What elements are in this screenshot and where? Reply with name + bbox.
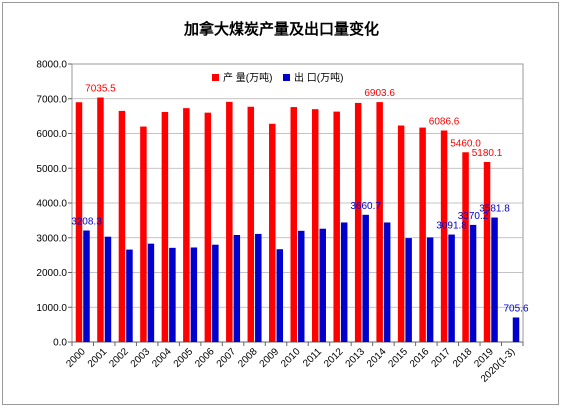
- bar-export: [83, 230, 90, 342]
- data-label-production: 6086.6: [429, 116, 460, 127]
- x-tick-label: 2005: [172, 346, 196, 370]
- data-label-export: 3660.7: [350, 201, 381, 212]
- bar-export: [147, 243, 155, 342]
- legend-label-production: 产 量(万吨): [223, 71, 272, 84]
- x-tick-label: 2003: [129, 346, 153, 370]
- bar-production: [333, 111, 340, 342]
- x-tick-label: 2001: [86, 346, 110, 370]
- bar-export: [319, 228, 326, 342]
- chart-title: 加拿大煤炭产量及出口量变化: [183, 20, 379, 38]
- data-label-export: 3091.8: [436, 221, 467, 232]
- bar-export: [255, 233, 262, 342]
- bar-production: [290, 107, 297, 342]
- x-tick-label: 2004: [150, 346, 174, 370]
- legend-label-export: 出 口(万吨): [294, 71, 343, 84]
- y-tick-label: 7000.0: [36, 94, 67, 105]
- x-tick-label: 2008: [236, 346, 260, 370]
- x-tick-label: 2013: [344, 346, 368, 370]
- bar-export: [491, 217, 498, 342]
- bar-production: [269, 123, 276, 343]
- bar-export: [169, 247, 176, 342]
- bar-production: [462, 152, 469, 342]
- bar-export: [190, 247, 198, 342]
- data-label-production: 5180.1: [472, 148, 503, 159]
- x-tick-label: 2011: [301, 346, 324, 369]
- data-label-production: 6903.6: [364, 88, 395, 99]
- x-tick-label: 2016: [408, 346, 432, 370]
- bar-production: [419, 127, 426, 342]
- legend-swatch-export: [283, 74, 290, 81]
- y-tick-label: 5000.0: [36, 164, 67, 175]
- y-tick-label: 8000.0: [36, 60, 67, 71]
- bar-production: [311, 109, 319, 342]
- bar-production: [204, 112, 212, 343]
- bar-production: [161, 111, 169, 342]
- y-tick-label: 2000.0: [36, 268, 67, 279]
- data-label-export: 3208.3: [71, 217, 102, 228]
- x-tick-label: 2006: [193, 346, 217, 370]
- y-tick-label: 6000.0: [36, 129, 67, 140]
- bar-export: [469, 224, 477, 342]
- x-tick-label: 2010: [279, 346, 303, 370]
- bar-production: [483, 161, 491, 342]
- data-label-export: 3370.2: [458, 211, 489, 222]
- data-label-export: 3581.8: [479, 204, 510, 215]
- x-tick-label: 2009: [258, 346, 282, 370]
- bar-production: [97, 97, 104, 342]
- bar-export: [426, 237, 434, 342]
- bar-production: [354, 102, 362, 342]
- x-tick-label: 2000: [64, 346, 88, 370]
- bar-export: [512, 317, 520, 342]
- x-tick-label: 2014: [365, 346, 389, 370]
- bar-export: [212, 244, 219, 342]
- bar-export: [126, 249, 133, 342]
- bar-production: [140, 126, 147, 342]
- bar-production: [183, 108, 190, 342]
- x-tick-label: 2018: [451, 346, 475, 370]
- x-tick-label: 2015: [386, 346, 410, 370]
- y-tick-label: 4000.0: [36, 199, 67, 210]
- x-tick-label: 2002: [107, 346, 131, 370]
- bar-production: [226, 101, 233, 342]
- bar-export: [383, 222, 391, 342]
- y-tick-label: 0.0: [53, 338, 67, 349]
- bar-export: [233, 234, 241, 342]
- x-tick-label: 2012: [322, 346, 346, 370]
- x-tick-label: 2007: [215, 346, 239, 370]
- bar-export: [276, 249, 284, 342]
- x-tick-label: 2017: [429, 346, 453, 370]
- bar-production: [247, 106, 255, 343]
- bar-production: [440, 130, 448, 342]
- bar-production: [376, 102, 383, 342]
- y-tick-label: 3000.0: [36, 233, 67, 244]
- data-label-production: 7035.5: [85, 84, 116, 95]
- data-label-production: 5460.0: [450, 138, 481, 149]
- bar-export: [104, 236, 112, 342]
- bar-export: [448, 234, 455, 342]
- bar-production: [75, 102, 83, 342]
- bar-export: [340, 222, 348, 342]
- bar-export: [405, 238, 412, 342]
- bar-production: [118, 110, 126, 342]
- data-label-export: 705.6: [503, 303, 528, 314]
- bar-export: [362, 214, 369, 342]
- bar-export: [298, 230, 305, 342]
- legend-swatch-production: [212, 74, 219, 81]
- y-tick-label: 1000.0: [36, 303, 67, 314]
- bar-production: [397, 125, 405, 342]
